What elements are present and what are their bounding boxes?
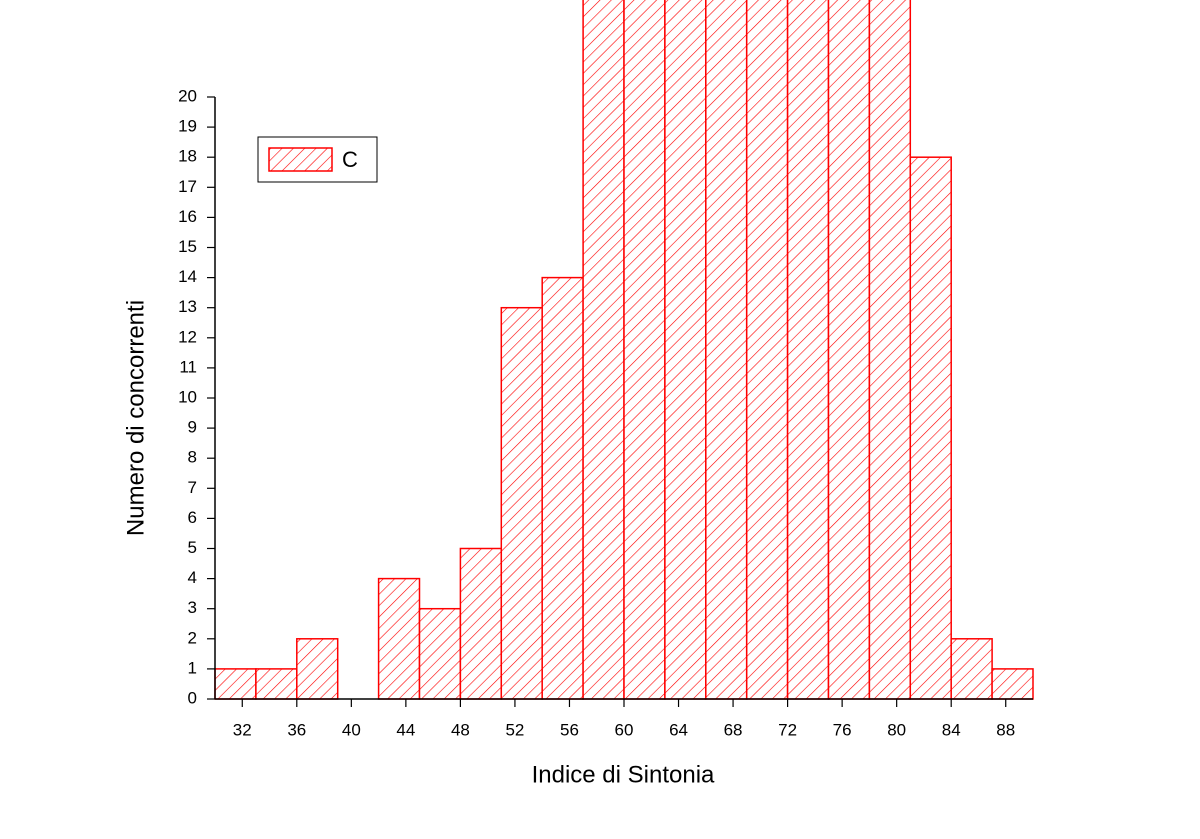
x-tick-label: 80 bbox=[887, 720, 906, 739]
bar bbox=[909, 156, 952, 700]
y-tick-label: 0 bbox=[188, 688, 197, 707]
bar bbox=[459, 547, 503, 700]
y-tick-label: 18 bbox=[178, 147, 197, 166]
x-tick-label: 68 bbox=[724, 720, 743, 739]
legend-label: C bbox=[342, 147, 358, 172]
x-tick-label: 64 bbox=[669, 720, 688, 739]
x-tick-label: 88 bbox=[996, 720, 1015, 739]
y-tick-label: 16 bbox=[178, 207, 197, 226]
bar bbox=[745, 0, 789, 700]
bar bbox=[705, 0, 748, 700]
bar bbox=[991, 668, 1034, 700]
y-axis-title: Numero di concorrenti bbox=[122, 300, 149, 536]
bar bbox=[377, 577, 421, 700]
x-tick-label: 76 bbox=[833, 720, 852, 739]
x-tick-label: 36 bbox=[287, 720, 306, 739]
bar bbox=[786, 0, 830, 700]
y-tick-label: 10 bbox=[178, 387, 197, 406]
bar bbox=[296, 638, 339, 700]
y-tick-label: 1 bbox=[188, 658, 197, 677]
x-tick-label: 40 bbox=[342, 720, 361, 739]
y-tick-label: 12 bbox=[178, 327, 197, 346]
x-tick-label: 84 bbox=[942, 720, 961, 739]
bar bbox=[950, 638, 993, 700]
y-tick-label: 15 bbox=[178, 237, 197, 256]
y-tick-label: 5 bbox=[188, 538, 197, 557]
y-tick-label: 7 bbox=[188, 478, 197, 497]
y-tick-label: 17 bbox=[178, 177, 197, 196]
x-tick-label: 56 bbox=[560, 720, 579, 739]
bar bbox=[541, 276, 584, 700]
y-tick-label: 6 bbox=[188, 508, 197, 527]
x-tick-label: 48 bbox=[451, 720, 470, 739]
y-tick-label: 9 bbox=[188, 418, 197, 437]
bar bbox=[582, 0, 625, 700]
legend-swatch bbox=[268, 147, 333, 172]
y-tick-label: 19 bbox=[178, 117, 197, 136]
y-tick-label: 11 bbox=[179, 357, 197, 376]
y-tick-label: 3 bbox=[188, 598, 197, 617]
bar bbox=[623, 0, 666, 700]
bar bbox=[255, 668, 298, 700]
y-tick-label: 2 bbox=[188, 628, 197, 647]
x-tick-label: 52 bbox=[505, 720, 524, 739]
bar bbox=[827, 0, 871, 700]
y-tick-label: 8 bbox=[188, 448, 197, 467]
bar bbox=[500, 306, 543, 700]
y-tick-label: 14 bbox=[178, 267, 197, 286]
y-tick-label: 4 bbox=[188, 568, 197, 587]
x-axis-title: Indice di Sintonia bbox=[532, 761, 715, 788]
bar bbox=[418, 607, 462, 700]
bar bbox=[214, 668, 257, 700]
bar bbox=[664, 0, 707, 700]
y-tick-label: 13 bbox=[178, 297, 197, 316]
x-tick-label: 32 bbox=[233, 720, 252, 739]
y-tick-label: 20 bbox=[178, 86, 197, 105]
x-tick-label: 60 bbox=[615, 720, 634, 739]
x-tick-label: 44 bbox=[396, 720, 415, 739]
x-tick-label: 72 bbox=[778, 720, 797, 739]
bar bbox=[868, 0, 912, 700]
